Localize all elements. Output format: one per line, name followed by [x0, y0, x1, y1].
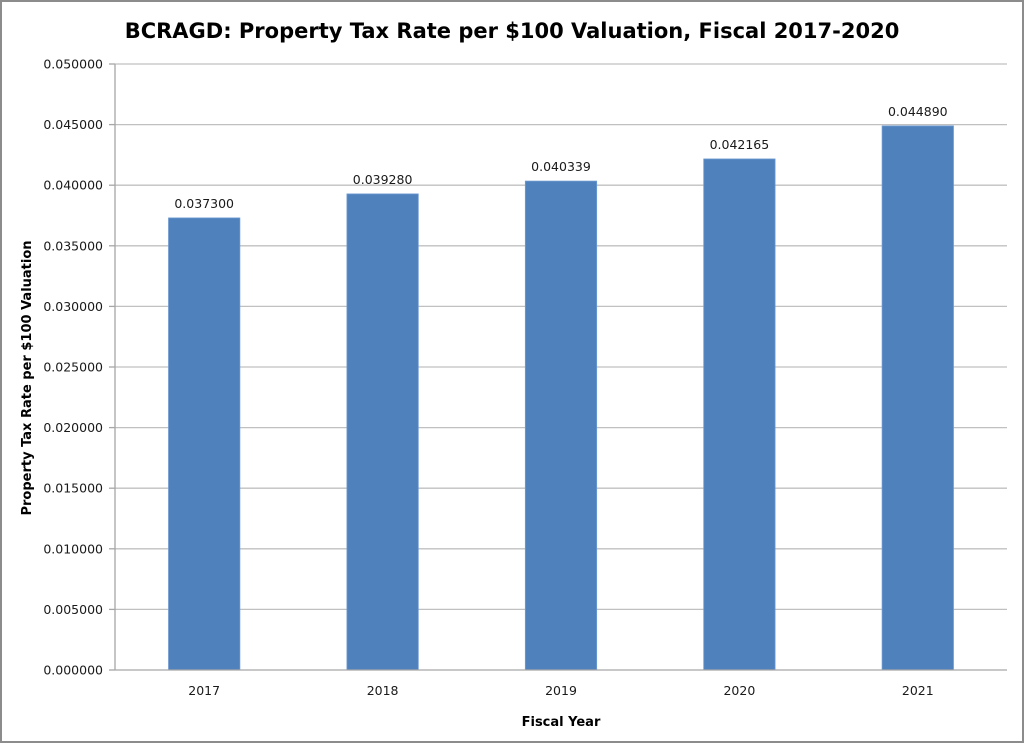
x-tick-label: 2021 — [902, 683, 934, 698]
x-axis-title: Fiscal Year — [522, 715, 601, 730]
data-label: 0.042165 — [710, 137, 770, 152]
y-tick-label: 0.025000 — [43, 360, 103, 375]
y-axis-ticks: 0.000000 0.005000 0.010000 0.015000 0.020000… — [43, 57, 115, 678]
y-axis-title: Property Tax Rate per $100 Valuation — [20, 240, 35, 515]
data-labels: 0.037300 0.039280 0.040339 0.042165 0.044890 — [174, 104, 947, 211]
bar-2017 — [168, 217, 241, 671]
x-tick-label: 2018 — [367, 683, 399, 698]
y-tick-label: 0.015000 — [43, 481, 103, 496]
y-tick-label: 0.030000 — [43, 299, 103, 314]
bar-2018 — [346, 193, 419, 671]
x-tick-label: 2017 — [188, 683, 220, 698]
y-tick-label: 0.035000 — [43, 238, 103, 253]
bar-2020 — [703, 158, 776, 671]
bar-2019 — [524, 180, 598, 671]
y-tick-label: 0.005000 — [43, 602, 103, 617]
x-tick-label: 2020 — [723, 683, 755, 698]
y-tick-label: 0.040000 — [43, 178, 103, 193]
data-label: 0.044890 — [888, 104, 948, 119]
y-tick-label: 0.020000 — [43, 420, 103, 435]
bars — [168, 125, 954, 671]
data-label: 0.040339 — [531, 159, 591, 174]
data-label: 0.039280 — [353, 172, 413, 187]
chart-title: BCRAGD: Property Tax Rate per $100 Valua… — [125, 19, 900, 43]
y-tick-label: 0.050000 — [43, 57, 103, 72]
data-label: 0.037300 — [174, 196, 234, 211]
x-axis-ticks: 2017 2018 2019 2020 2021 — [188, 683, 933, 698]
y-tick-label: 0.045000 — [43, 117, 103, 132]
bar-2021 — [881, 125, 954, 671]
y-tick-label: 0.010000 — [43, 541, 103, 556]
x-tick-label: 2019 — [545, 683, 577, 698]
y-tick-label: 0.000000 — [43, 663, 103, 678]
